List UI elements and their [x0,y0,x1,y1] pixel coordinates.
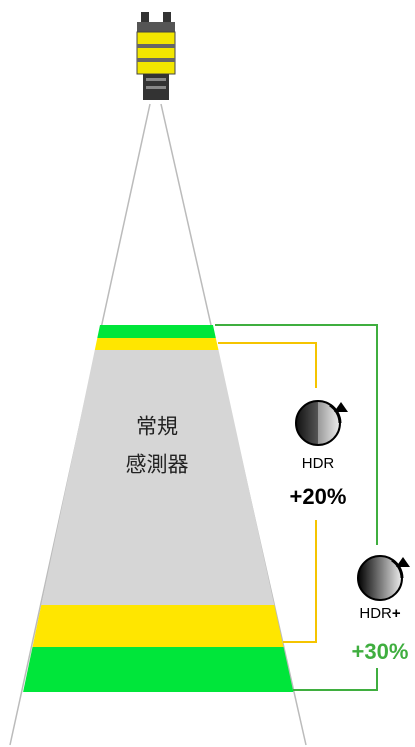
hdr-plus-band [97,325,216,338]
hdr-plus-icon [357,555,410,601]
hdr-plus-bracket [293,668,378,691]
hdr-icon [295,400,348,446]
hdr-plus-label: HDR+ [359,605,401,622]
hdr-band [32,605,284,647]
hdr-plus-bracket [215,324,378,545]
hdr-plus-base: HDR [359,605,392,622]
sensor-area [41,350,275,605]
hdr-label: HDR [302,455,335,472]
hdr-bracket [283,520,317,643]
sensor-label: 感測器 [126,454,189,477]
sensor-label: 常規 [136,416,178,439]
hdr-plus-gain: +30% [352,639,409,664]
hdr-band [94,338,219,350]
camera [136,12,176,100]
hdr-gain: +20% [290,484,347,509]
hdr-plus-suffix: + [392,605,401,622]
hdr-bracket [218,342,317,388]
hdr-plus-band [23,647,294,692]
